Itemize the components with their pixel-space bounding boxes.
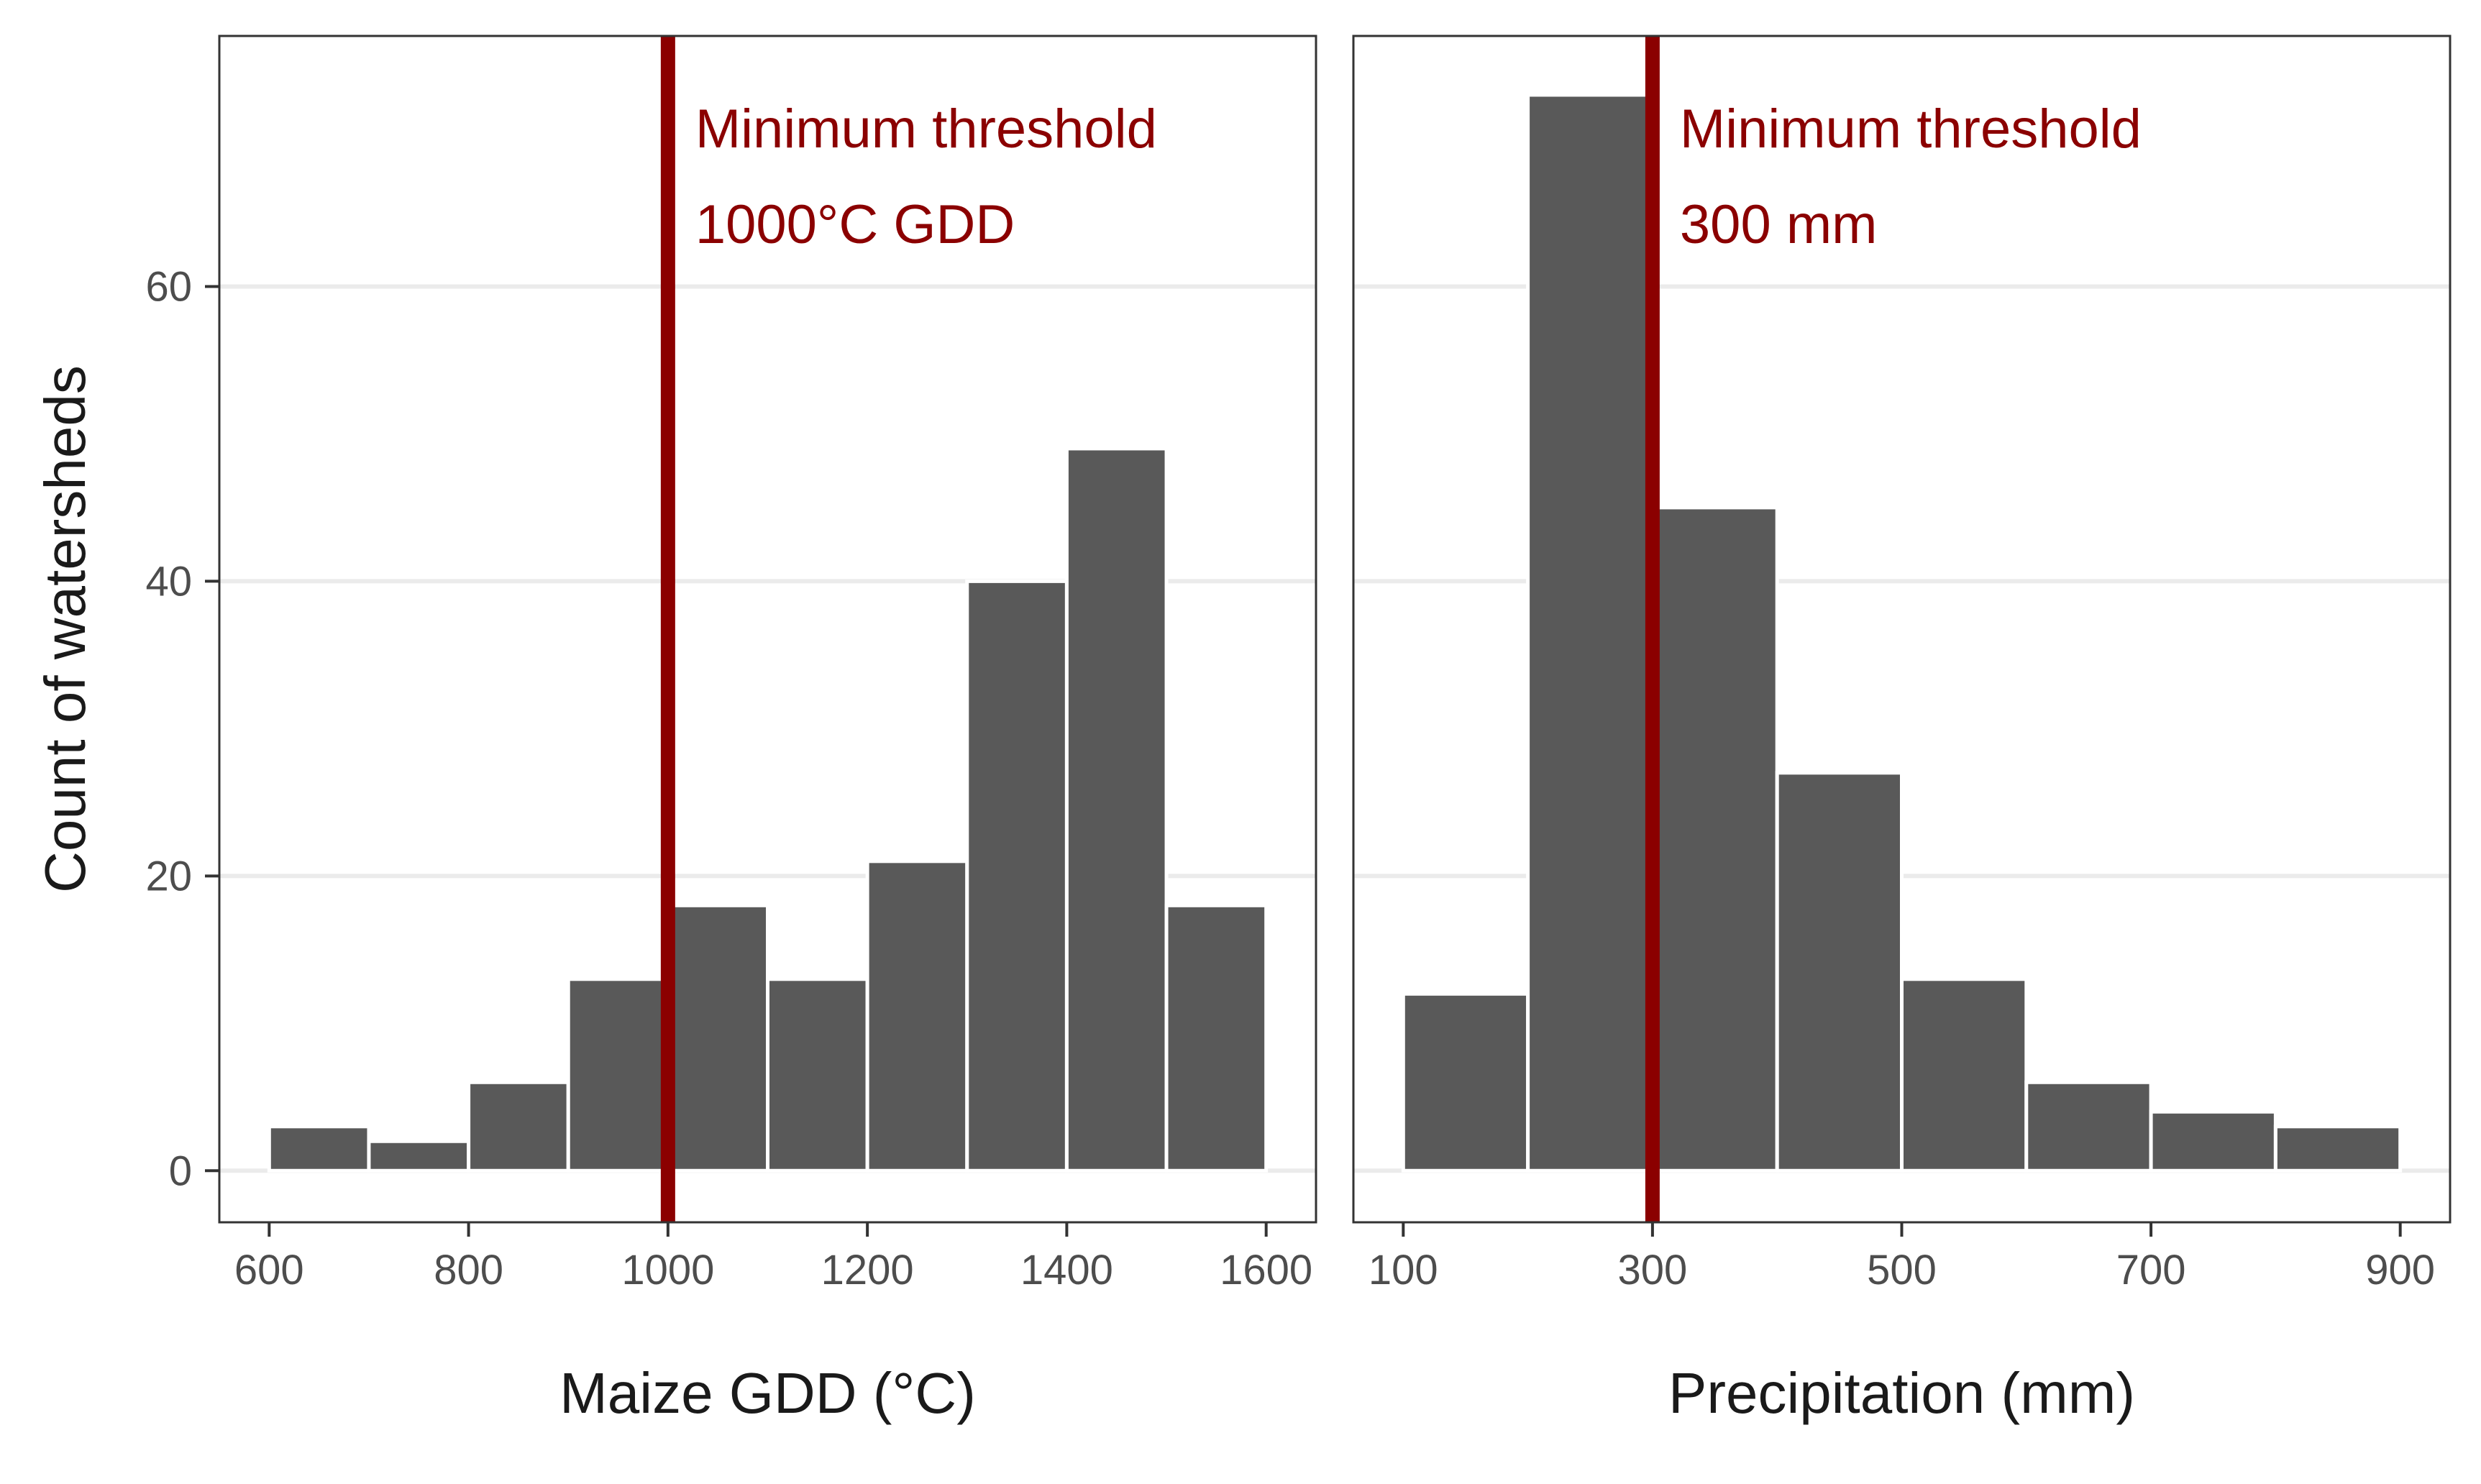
histogram-bar [1650,505,1779,1173]
x-tick-label: 500 [1867,1247,1937,1293]
histogram-bar [965,579,1069,1173]
y-axis-label: Count of watersheds [33,365,97,893]
threshold-label: Minimum threshold [695,99,1157,160]
x-tick-label: 1200 [821,1247,914,1293]
y-tick-label: 40 [145,558,192,605]
histogram-bar [367,1139,471,1173]
x-tick-label: 1400 [1020,1247,1113,1293]
threshold-label: 300 mm [1680,194,1878,255]
x-tick-label: 100 [1369,1247,1438,1293]
x-axis-label: Maize GDD (°C) [559,1361,976,1425]
histogram-bar [2149,1109,2277,1173]
x-tick-label: 1000 [621,1247,714,1293]
histogram-bar [1900,977,2029,1173]
histogram-bar [467,1080,570,1173]
threshold-label: 1000°C GDD [695,194,1015,255]
y-tick-label: 20 [145,853,192,899]
panel-2: Minimum threshold 300 mm 100 300 500 700 900 Pr… [1352,35,2452,1425]
histogram-bar [2273,1125,2403,1173]
histogram-bar [1775,771,1904,1173]
x-axis-label: Precipitation (mm) [1668,1361,2135,1425]
histogram-bar [2024,1080,2153,1173]
panel-border [218,35,1317,1224]
x-tick-label: 1600 [1220,1247,1312,1293]
histogram-bar [1526,93,1655,1173]
histogram-bar [1064,446,1169,1173]
threshold-label: Minimum threshold [1680,99,2142,160]
histogram-bar [1164,903,1269,1173]
histogram-bar [766,977,869,1173]
x-tick-label: 900 [2365,1247,2435,1293]
histogram-bar [267,1125,371,1173]
x-tick-label: 700 [2116,1247,2186,1293]
histogram-bar [566,977,670,1173]
x-tick-label: 300 [1618,1247,1688,1293]
y-tick-label: 60 [145,263,192,310]
histogram-bar [865,859,969,1173]
y-tick-label: 0 [169,1148,192,1194]
x-tick-label: 600 [234,1247,304,1293]
histogram-bar [666,903,770,1173]
histogram-bar [1401,991,1530,1173]
x-tick-label: 800 [434,1247,503,1293]
